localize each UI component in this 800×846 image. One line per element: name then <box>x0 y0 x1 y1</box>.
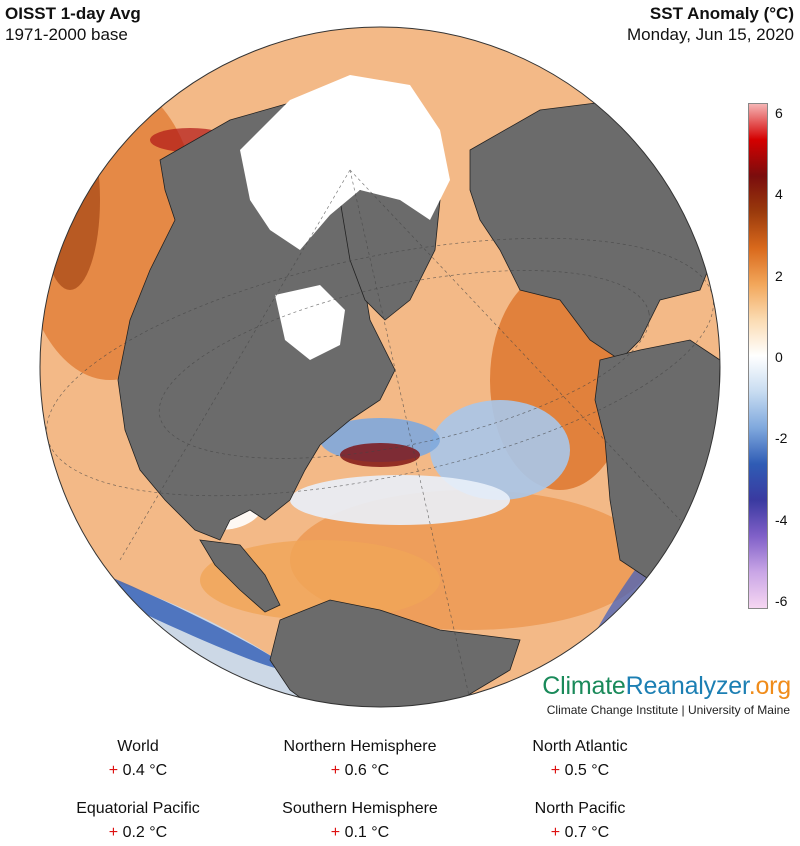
stat-value: 0.4 °C <box>122 762 168 779</box>
warm-anomaly-patch <box>340 443 420 467</box>
brand-part-reanalyzer: Reanalyzer <box>625 672 749 700</box>
brand-part-climate: Climate <box>542 672 626 700</box>
stat-southern-hemisphere: Southern Hemisphere + 0.1 °C <box>250 800 470 842</box>
cool-anomaly-patch <box>290 475 510 525</box>
stat-value: 0.2 °C <box>122 824 168 841</box>
stat-sign: + <box>330 824 341 841</box>
colorbar-tick-label: 2 <box>775 267 783 284</box>
stat-sign: + <box>330 762 341 779</box>
stat-sign: + <box>550 762 561 779</box>
stat-sign: + <box>108 824 119 841</box>
hudson-bay-ice <box>275 285 345 360</box>
title-block: OISST 1-day Avg 1971-2000 base <box>5 3 141 45</box>
colorbar-tick-label: -2 <box>775 430 788 447</box>
variable-block: SST Anomaly (°C) Monday, Jun 15, 2020 <box>627 3 794 45</box>
date-label: Monday, Jun 15, 2020 <box>627 25 794 44</box>
colorbar-tick-label: -6 <box>775 593 788 609</box>
colorbar-tick-label: 0 <box>775 349 783 365</box>
arctic-ice <box>240 75 450 250</box>
stat-name: Equatorial Pacific <box>76 800 200 817</box>
stat-north-atlantic: North Atlantic + 0.5 °C <box>470 738 690 780</box>
stat-world: World + 0.4 °C <box>28 738 248 780</box>
sea-ice-layer <box>240 75 450 360</box>
stat-name: Southern Hemisphere <box>282 800 438 817</box>
dataset-title: OISST 1-day Avg <box>5 4 141 23</box>
colorbar <box>748 103 768 609</box>
stat-value: 0.7 °C <box>564 824 610 841</box>
base-period: 1971-2000 base <box>5 25 128 44</box>
stat-name: North Atlantic <box>532 738 628 755</box>
stat-name: North Pacific <box>534 800 626 817</box>
stat-sign: + <box>108 762 119 779</box>
colorbar-tick-label: 4 <box>775 186 783 203</box>
stat-northern-hemisphere: Northern Hemisphere + 0.6 °C <box>250 738 470 780</box>
south-america-land <box>269 599 521 707</box>
stat-name: Northern Hemisphere <box>283 738 437 755</box>
brand-subtitle: Climate Change Institute | University of… <box>546 703 790 717</box>
stat-north-pacific: North Pacific + 0.7 °C <box>470 800 690 842</box>
central-america-land <box>199 539 281 613</box>
warm-anomaly-patch <box>40 110 100 290</box>
brand-logo: ClimateReanalyzer.org <box>542 672 791 701</box>
stat-equatorial-pacific: Equatorial Pacific + 0.2 °C <box>28 800 248 842</box>
stat-value: 0.6 °C <box>344 762 390 779</box>
stat-value: 0.1 °C <box>344 824 390 841</box>
brand-part-org: .org <box>748 672 791 700</box>
cool-anomaly-patch <box>430 400 570 500</box>
colorbar-tick-label: -4 <box>775 511 788 528</box>
stat-name: World <box>117 738 159 755</box>
stat-sign: + <box>550 824 561 841</box>
stat-value: 0.5 °C <box>564 762 610 779</box>
colorbar-tick-label: 6 <box>775 105 783 121</box>
variable-title: SST Anomaly (°C) <box>649 4 794 23</box>
